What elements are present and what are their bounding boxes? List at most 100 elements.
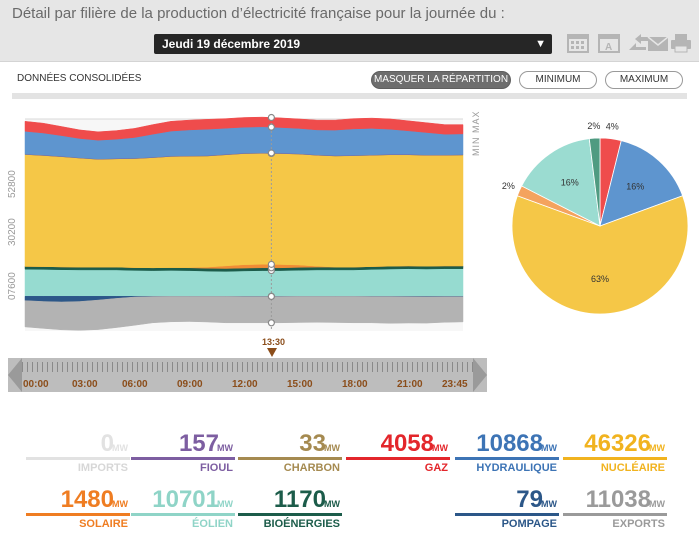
cursor-point[interactable] (267, 123, 275, 131)
tile-label: POMPAGE (501, 518, 557, 530)
tile-unit: MW (649, 499, 665, 509)
print-icon[interactable] (669, 32, 693, 54)
tile-unit: MW (112, 499, 128, 509)
tile-label: GAZ (424, 462, 448, 474)
tile-pompage[interactable]: 79 MW POMPAGE (455, 487, 559, 533)
time-label: 00:00 (23, 379, 49, 390)
email-icon[interactable] (646, 32, 670, 54)
date-value: Jeudi 19 décembre 2019 (162, 37, 301, 51)
pie-label: 2% (587, 121, 600, 131)
tile-value: 10701 (152, 486, 219, 513)
tile-color-bar (131, 513, 235, 516)
tile-label: HYDRAULIQUE (476, 462, 557, 474)
area-series-exports[interactable] (24, 296, 464, 331)
tile-value: 79 (516, 486, 543, 513)
tile-fioul[interactable]: 157 MW FIOUL (131, 431, 235, 477)
tile-color-bar (346, 457, 450, 460)
hide-distribution-button[interactable]: MASQUER LA RÉPARTITION (371, 71, 511, 89)
cursor-point[interactable] (267, 292, 275, 301)
cursor-point[interactable] (267, 260, 275, 268)
tile-label: ÉOLIEN (192, 518, 233, 530)
tile-color-bar (26, 513, 130, 516)
time-label: 06:00 (122, 379, 148, 390)
time-label: 12:00 (232, 379, 258, 390)
cursor-time-label: 13:30 (262, 337, 286, 347)
tile-value: 1480 (60, 486, 114, 513)
tile-imports[interactable]: 0 MW IMPORTS (26, 431, 130, 477)
tile-color-bar (563, 513, 667, 516)
tile-color-bar (131, 457, 235, 460)
svg-text:A: A (605, 42, 612, 53)
pie-slice-bioénergies[interactable] (588, 137, 601, 227)
cursor-point[interactable] (267, 113, 275, 122)
time-label: 09:00 (177, 379, 203, 390)
calendar-icon[interactable] (566, 32, 590, 54)
chart-header-band (12, 93, 687, 99)
slider-track[interactable] (22, 362, 473, 372)
tile-value: 11038 (585, 486, 651, 513)
time-label: 23:45 (442, 379, 468, 390)
tile-unit: MW (217, 443, 233, 453)
tile-value: 46326 (584, 430, 651, 457)
pie-label: 63% (591, 274, 609, 284)
tile-color-bar (455, 513, 559, 516)
tile-hydraulique[interactable]: 10868 MW HYDRAULIQUE (455, 431, 559, 477)
tile-solaire[interactable]: 1480 MW SOLAIRE (26, 487, 130, 533)
tile-color-bar (455, 457, 559, 460)
tile-éolien[interactable]: 10701 MW ÉOLIEN (131, 487, 235, 533)
tile-unit: MW (649, 443, 665, 453)
tile-unit: MW (432, 443, 448, 453)
page-title: Détail par filière de la production d’él… (12, 5, 505, 22)
tile-label: NUCLÉAIRE (600, 462, 665, 474)
cursor-point[interactable] (267, 319, 275, 327)
data-status-label: DONNÉES CONSOLIDÉES (17, 73, 142, 84)
tile-charbon[interactable]: 33 MW CHARBON (238, 431, 342, 477)
minimum-button[interactable]: MINIMUM (519, 71, 597, 89)
slider-right-arrow-icon[interactable] (473, 358, 487, 392)
tile-label: IMPORTS (77, 462, 128, 474)
pie-label: 16% (561, 178, 579, 188)
tile-unit: MW (541, 499, 557, 509)
tile-value: 33 (299, 430, 326, 457)
pie-slice-hydraulique[interactable] (599, 140, 684, 227)
tile-exports[interactable]: 11038 MW EXPORTS (563, 487, 667, 533)
tile-value: 10868 (476, 430, 543, 457)
time-label: 15:00 (287, 379, 313, 390)
pie-slice-nucléaire[interactable] (511, 195, 689, 315)
share-icon[interactable] (626, 32, 650, 54)
tile-value: 157 (178, 430, 219, 457)
tile-unit: MW (324, 499, 340, 509)
tile-bioénergies[interactable]: 1170 MW BIOÉNERGIES (238, 487, 342, 533)
tile-color-bar (26, 457, 130, 460)
date-select[interactable]: Jeudi 19 décembre 2019 ▼ (154, 34, 552, 54)
tile-label: SOLAIRE (79, 518, 128, 530)
area-series-gaz[interactable] (24, 116, 464, 141)
tile-color-bar (238, 457, 342, 460)
slider-left-arrow-icon[interactable] (8, 358, 22, 392)
tile-color-bar (563, 457, 667, 460)
time-label: 18:00 (342, 379, 368, 390)
tile-label: EXPORTS (612, 518, 665, 530)
tile-label: CHARBON (283, 462, 340, 474)
tile-label: BIOÉNERGIES (263, 518, 340, 530)
tile-nucléaire[interactable]: 46326 MW NUCLÉAIRE (563, 431, 667, 477)
tile-unit: MW (324, 443, 340, 453)
cursor-point[interactable] (267, 149, 275, 157)
time-label: 21:00 (397, 379, 423, 390)
tile-unit: MW (541, 443, 557, 453)
calendar-a-icon[interactable]: A (597, 32, 621, 54)
pie-label: 4% (606, 122, 619, 132)
cursor-marker-icon[interactable] (267, 348, 277, 357)
pie-slice-éolien[interactable] (521, 138, 601, 227)
tile-gaz[interactable]: 4058 MW GAZ (346, 431, 450, 477)
time-slider[interactable] (8, 358, 487, 392)
tile-color-bar (238, 513, 342, 516)
maximum-button[interactable]: MAXIMUM (605, 71, 683, 89)
chevron-down-icon[interactable]: ▼ (535, 38, 546, 50)
time-label: 03:00 (72, 379, 98, 390)
tile-unit: MW (112, 443, 128, 453)
tile-value: 1170 (273, 486, 326, 513)
tile-label: FIOUL (200, 462, 233, 474)
